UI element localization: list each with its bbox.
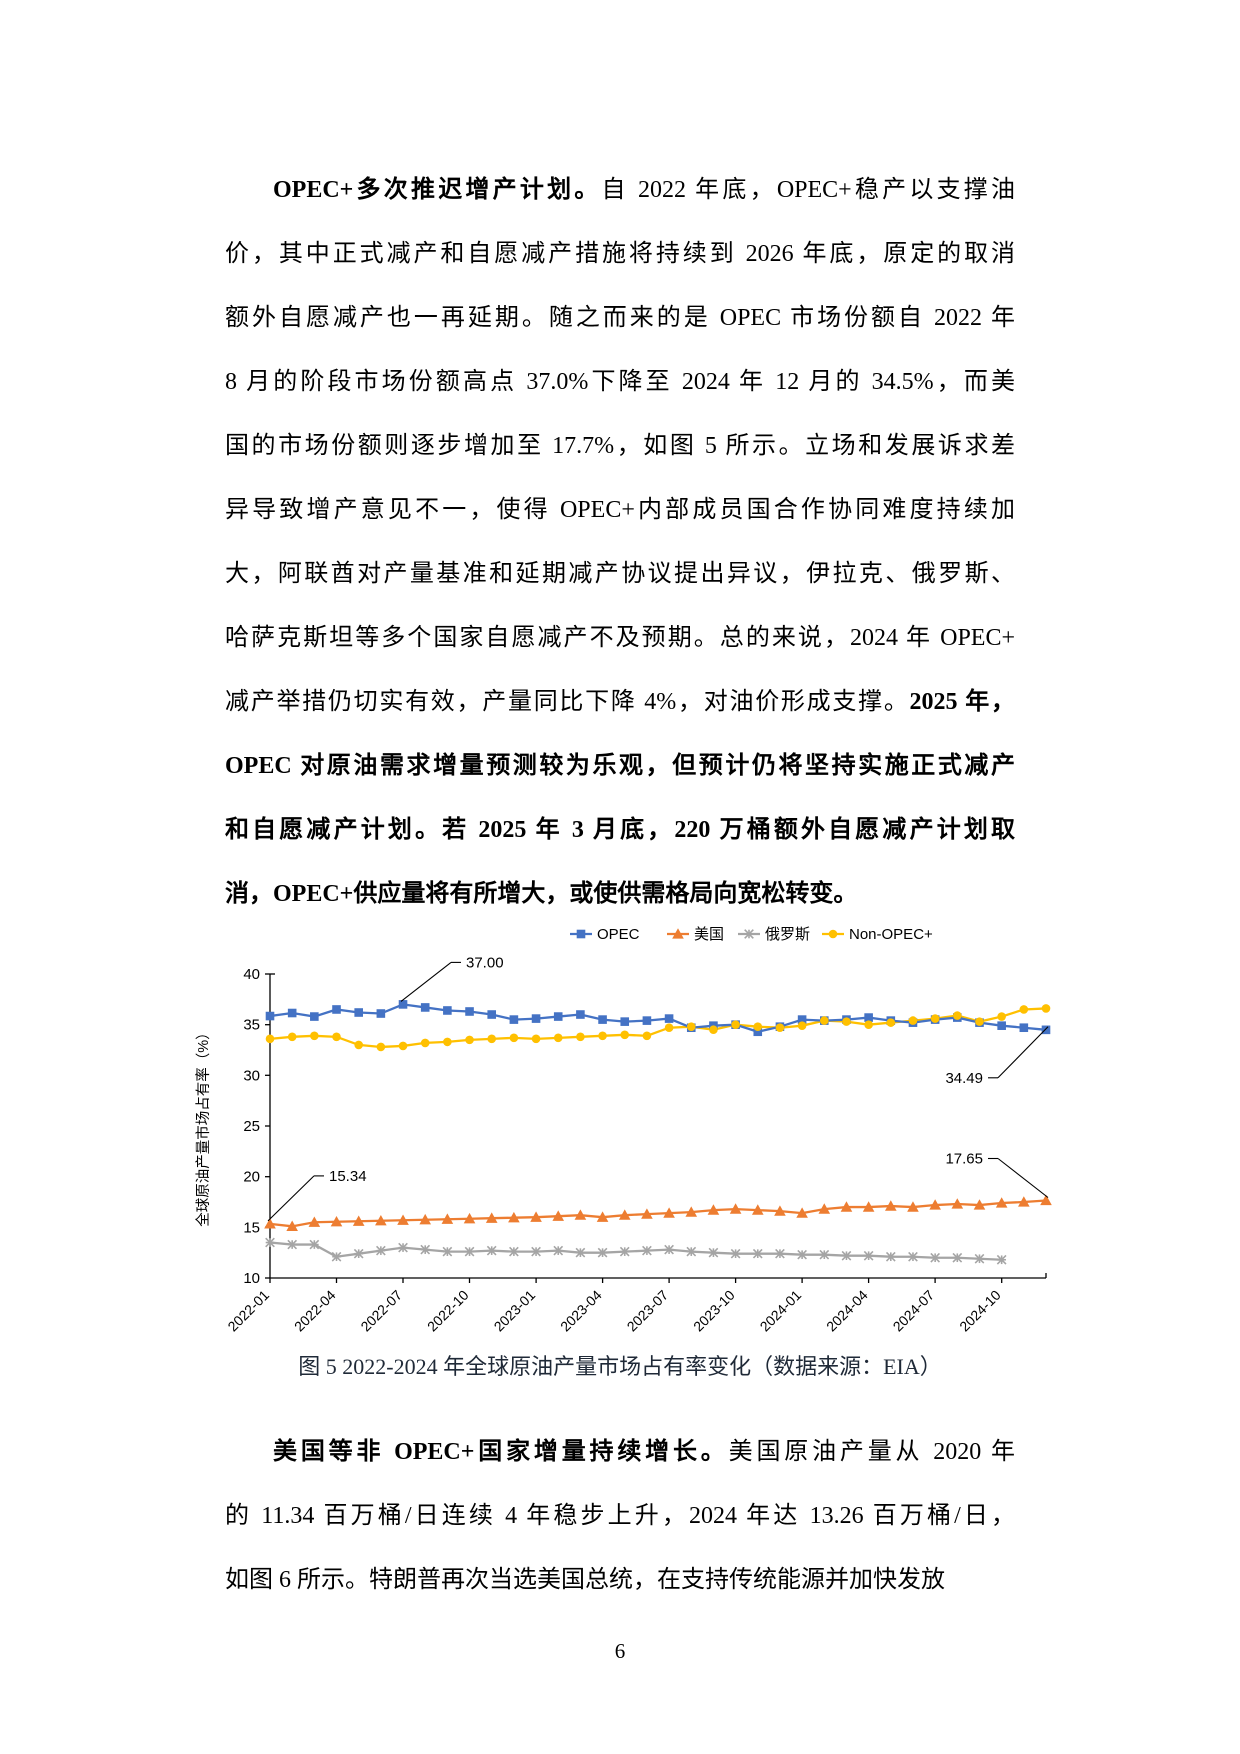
svg-text:2023-01: 2023-01: [491, 1287, 539, 1335]
svg-text:2024-04: 2024-04: [823, 1287, 871, 1335]
svg-text:20: 20: [243, 1169, 260, 1186]
svg-text:2023-07: 2023-07: [624, 1287, 672, 1335]
svg-text:10: 10: [243, 1270, 260, 1287]
svg-text:37.00: 37.00: [466, 954, 504, 971]
svg-text:2022-07: 2022-07: [357, 1287, 405, 1335]
svg-text:34.49: 34.49: [945, 1070, 983, 1087]
svg-text:美国: 美国: [694, 926, 724, 943]
svg-text:2022-01: 2022-01: [224, 1287, 272, 1335]
svg-text:15.34: 15.34: [329, 1168, 367, 1185]
svg-text:25: 25: [243, 1118, 260, 1135]
svg-text:俄罗斯: 俄罗斯: [765, 926, 810, 943]
svg-text:40: 40: [243, 966, 260, 983]
svg-text:2022-04: 2022-04: [291, 1287, 339, 1335]
svg-text:17.65: 17.65: [945, 1151, 983, 1168]
svg-text:Non-OPEC+: Non-OPEC+: [849, 926, 933, 943]
svg-text:2023-10: 2023-10: [690, 1287, 738, 1335]
svg-text:OPEC: OPEC: [597, 926, 640, 943]
svg-text:全球原油产量市场占有率（%）: 全球原油产量市场占有率（%）: [194, 1025, 212, 1226]
svg-text:2024-01: 2024-01: [757, 1287, 805, 1335]
svg-text:35: 35: [243, 1017, 260, 1034]
svg-text:30: 30: [243, 1067, 260, 1084]
svg-text:2024-07: 2024-07: [890, 1287, 938, 1335]
svg-text:2023-04: 2023-04: [557, 1287, 605, 1335]
svg-text:2024-10: 2024-10: [956, 1287, 1004, 1335]
svg-text:15: 15: [243, 1219, 260, 1236]
svg-text:2022-10: 2022-10: [424, 1287, 472, 1335]
